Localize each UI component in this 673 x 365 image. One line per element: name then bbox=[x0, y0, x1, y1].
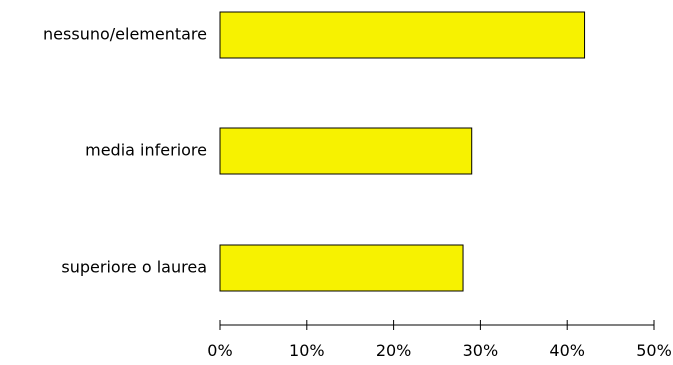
x-tick-label: 20% bbox=[376, 341, 412, 360]
bar bbox=[219, 127, 473, 175]
bar bbox=[219, 11, 586, 59]
x-tick-label: 10% bbox=[289, 341, 325, 360]
x-tick-label: 30% bbox=[463, 341, 499, 360]
category-label: superiore o laurea bbox=[61, 258, 207, 277]
x-tick-label: 50% bbox=[636, 341, 672, 360]
bar bbox=[219, 244, 464, 292]
x-tick-label: 40% bbox=[549, 341, 585, 360]
category-label: media inferiore bbox=[85, 141, 207, 160]
category-label: nessuno/elementare bbox=[43, 25, 207, 44]
x-tick-label: 0% bbox=[207, 341, 232, 360]
